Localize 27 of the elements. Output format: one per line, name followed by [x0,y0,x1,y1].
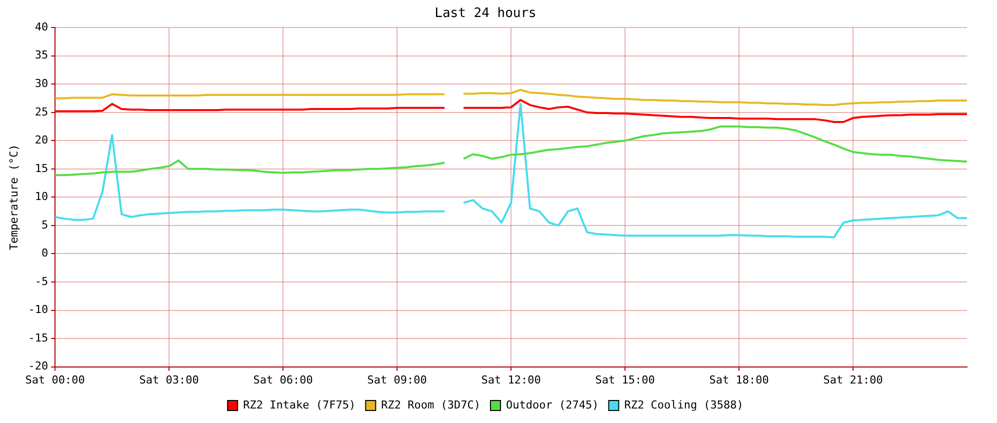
x-tick-label: Sat 15:00 [595,373,655,386]
x-tick-label: Sat 03:00 [139,373,199,386]
y-tick-label: 20 [34,134,48,147]
y-tick-label: -15 [28,331,48,344]
legend-label: RZ2 Cooling (3588) [624,398,744,412]
y-tick-label: 30 [34,76,48,90]
y-axis-title: Temperature (°C) [7,144,20,250]
y-tick-label: -10 [28,303,48,316]
legend-label: Outdoor (2745) [506,398,599,412]
x-tick-label: Sat 21:00 [823,373,883,386]
x-tick-label: Sat 18:00 [709,373,769,386]
y-tick-label: 15 [34,162,48,175]
chart-title: Last 24 hours [434,6,536,22]
x-tick-label: Sat 09:00 [367,373,427,386]
y-tick-label: 25 [34,105,48,118]
x-tick-label: Sat 06:00 [253,373,313,386]
y-tick-label: -5 [34,274,48,288]
y-tick-label: 40 [34,20,48,34]
y-tick-label: 35 [34,48,48,62]
y-tick-label: 10 [34,190,48,204]
legend-label: RZ2 Room (3D7C) [381,398,481,412]
y-tick-label: 0 [41,246,48,260]
x-tick-label: Sat 00:00 [25,373,85,386]
x-tick-label: Sat 12:00 [481,373,541,386]
y-tick-label: -20 [28,360,48,373]
y-tick-label: 5 [41,218,48,232]
legend-label: RZ2 Intake (7F75) [243,398,356,412]
